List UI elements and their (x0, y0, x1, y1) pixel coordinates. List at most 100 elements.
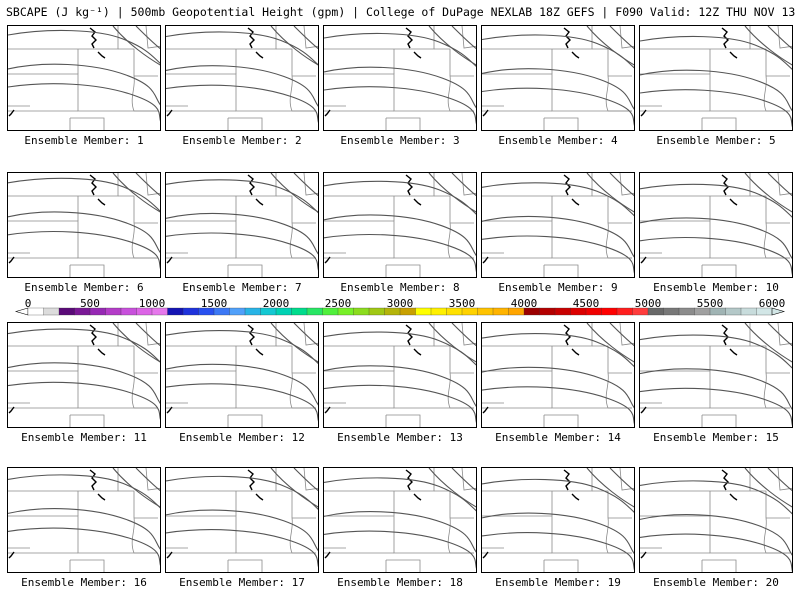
height-contour-line (482, 333, 634, 367)
state-border (289, 517, 293, 554)
lake-outline (8, 551, 15, 559)
lake-outline (640, 551, 647, 559)
colorbar-swatch (492, 307, 509, 316)
lake-outline (729, 51, 738, 59)
state-border (777, 26, 792, 49)
height-contour-line (8, 177, 160, 212)
state-border (619, 323, 634, 346)
ensemble-member-map (323, 172, 477, 278)
state-border (324, 515, 474, 554)
lake-outline (721, 469, 729, 491)
state-border (228, 264, 263, 277)
state-border (482, 370, 632, 409)
height-contour-line (640, 35, 792, 70)
lake-outline (640, 256, 647, 264)
height-contour-line (482, 34, 634, 69)
lake-outline (324, 256, 331, 264)
height-contour-line (8, 211, 160, 254)
ensemble-member-label: Ensemble Member: 16 (21, 576, 147, 589)
colorbar-swatch (58, 307, 75, 316)
height-contour-line (8, 508, 160, 550)
height-contour-line (744, 468, 792, 508)
lake-outline (255, 51, 264, 59)
member-map-svg (166, 173, 318, 277)
height-contour-line (482, 68, 634, 110)
state-border (131, 517, 135, 554)
state-border (447, 75, 451, 112)
state-border (640, 323, 751, 347)
ensemble-member-map (639, 25, 793, 131)
lake-outline (97, 348, 106, 356)
state-border (386, 559, 421, 572)
lake-outline (571, 493, 580, 501)
state-border (8, 26, 119, 50)
lake-outline (729, 493, 738, 501)
lake-outline (571, 198, 580, 206)
lake-outline (255, 198, 264, 206)
state-border (434, 48, 451, 76)
colorbar-swatch (244, 307, 261, 316)
height-contour-line (293, 468, 318, 492)
height-contour-line (324, 365, 476, 407)
height-contour-line (640, 236, 792, 276)
member-map-svg (324, 173, 476, 277)
state-border (70, 414, 105, 427)
lake-outline (89, 469, 97, 491)
lake-outline (482, 406, 489, 414)
height-contour-line (324, 511, 476, 553)
state-border (8, 370, 158, 409)
lake-outline (89, 27, 97, 49)
lake-outline (89, 174, 97, 196)
state-border (276, 195, 293, 223)
height-contour-line (112, 173, 160, 213)
height-contour-line (324, 530, 476, 570)
height-contour-line (166, 330, 318, 364)
height-contour-line (166, 509, 318, 552)
height-contour-line (135, 323, 160, 347)
state-border (702, 264, 737, 277)
state-border (750, 195, 767, 223)
state-border (228, 117, 263, 130)
state-border (303, 323, 318, 346)
state-border (166, 515, 316, 554)
height-contour-line (640, 89, 792, 128)
state-border (482, 323, 593, 347)
state-border (763, 517, 767, 554)
ensemble-member-map (481, 467, 635, 573)
height-contour-line (767, 323, 792, 347)
height-contour-line (270, 468, 318, 508)
ensemble-member-map (165, 467, 319, 573)
state-border (303, 173, 318, 196)
ensemble-member-label: Ensemble Member: 12 (179, 431, 305, 444)
state-border (228, 414, 263, 427)
member-map-svg (324, 26, 476, 130)
state-border (461, 468, 476, 491)
height-contour-line (324, 384, 476, 424)
state-border (434, 490, 451, 518)
state-border (750, 48, 767, 76)
height-contour-line (640, 368, 792, 410)
lake-outline (405, 27, 413, 49)
state-border (118, 195, 135, 223)
state-border (145, 323, 160, 346)
lake-outline (8, 406, 15, 414)
ensemble-member-map (165, 25, 319, 131)
state-border (592, 345, 609, 373)
state-border (145, 26, 160, 49)
ensemble-member-label: Ensemble Member: 4 (498, 134, 618, 147)
state-border (461, 323, 476, 346)
height-contour-line (640, 334, 792, 369)
ensemble-member-map (639, 172, 793, 278)
colorbar-swatch (601, 307, 618, 316)
member-map-svg (640, 468, 792, 572)
lake-outline (729, 198, 738, 206)
ensemble-member-label: Ensemble Member: 13 (337, 431, 463, 444)
state-border (750, 490, 767, 518)
state-border (166, 173, 277, 197)
state-border (166, 323, 277, 347)
lake-outline (166, 109, 173, 117)
lake-outline (97, 51, 106, 59)
member-map-svg (640, 323, 792, 427)
state-border (8, 515, 158, 554)
ensemble-member-label: Ensemble Member: 9 (498, 281, 618, 294)
